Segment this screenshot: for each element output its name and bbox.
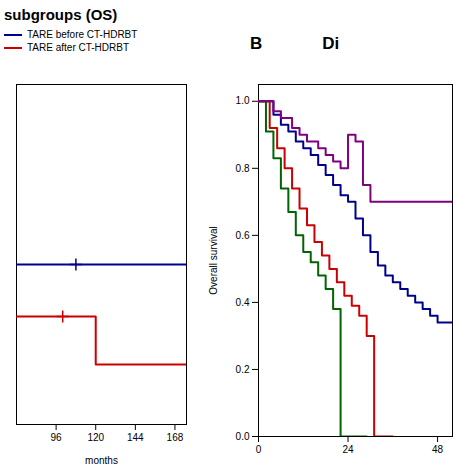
html-text:TARE before CT-HDRBT: TARE before CT-HDRBT (27, 29, 138, 40)
svg-text:1.0: 1.0 (236, 95, 250, 106)
svg-text:144: 144 (127, 432, 144, 443)
svg-text:0.4: 0.4 (236, 297, 250, 308)
html-text:TARE after CT-HDRBT: TARE after CT-HDRBT (27, 42, 129, 53)
svg-text:0.6: 0.6 (236, 230, 250, 241)
html-text:subgroups (OS): subgroups (OS) (4, 6, 118, 23)
svg-text:0.0: 0.0 (236, 431, 250, 442)
svg-text:Overall survival: Overall survival (208, 226, 219, 294)
svg-text:0.8: 0.8 (236, 163, 250, 174)
svg-text:96: 96 (51, 432, 63, 443)
svg-text:168: 168 (167, 432, 184, 443)
svg-text:months: months (85, 455, 118, 466)
svg-text:0.2: 0.2 (236, 364, 250, 375)
html-text:Di: Di (322, 34, 340, 53)
svg-text:120: 120 (87, 432, 104, 443)
svg-text:0: 0 (256, 444, 262, 455)
html-text:B: B (250, 34, 263, 53)
svg-text:24: 24 (342, 444, 354, 455)
svg-text:48: 48 (432, 444, 444, 455)
